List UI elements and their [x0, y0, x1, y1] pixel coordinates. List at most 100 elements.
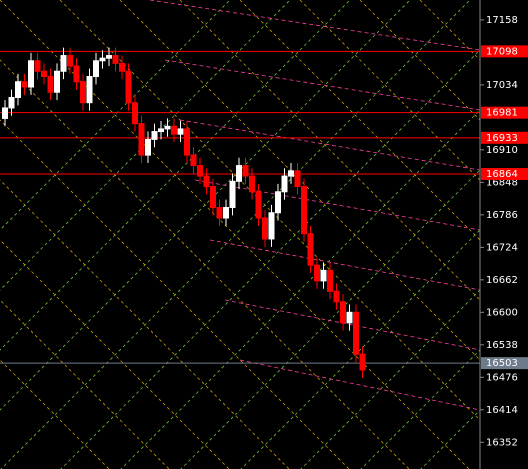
- candle-body: [294, 170, 301, 188]
- level-label-box: [481, 45, 528, 58]
- y-tick-label: 16352: [486, 437, 518, 448]
- level-label: 16933: [486, 133, 518, 144]
- candle-body: [190, 154, 197, 167]
- candle-body: [145, 138, 151, 156]
- y-tick-label: 16600: [486, 307, 518, 318]
- candle-body: [15, 81, 21, 98]
- fan-line: [179, 0, 480, 301]
- candle-body: [307, 233, 314, 266]
- candle-body: [60, 55, 67, 72]
- candle-body: [8, 96, 15, 109]
- candle-body: [288, 170, 294, 177]
- fan-line: [0, 239, 230, 469]
- y-tick-label: 16848: [486, 177, 518, 188]
- candle-body: [158, 128, 164, 133]
- fan-line: [480, 0, 528, 469]
- candle-body: [353, 311, 359, 355]
- candle-body: [327, 269, 333, 292]
- candle-body: [99, 57, 106, 62]
- level-label-box: [481, 106, 528, 119]
- y-tick-label: 16538: [486, 340, 518, 351]
- candle-body: [138, 123, 145, 156]
- current-price-box: [481, 357, 528, 370]
- y-tick-label: 16910: [486, 145, 518, 156]
- candle-body: [171, 125, 177, 135]
- candle-body: [67, 55, 73, 67]
- fan-line: [359, 0, 480, 121]
- candle-body: [47, 76, 54, 93]
- candle-body: [184, 128, 190, 156]
- candle-body: [333, 290, 340, 303]
- candle-body: [223, 207, 229, 219]
- fan-line: [0, 299, 170, 469]
- y-tick-label: 16786: [486, 210, 518, 221]
- y-tick-label: 16476: [486, 372, 518, 383]
- fan-line: [360, 349, 480, 469]
- fan-line: [240, 229, 480, 469]
- candle-body: [177, 128, 184, 135]
- candle-body: [106, 55, 112, 59]
- candle-body: [2, 107, 8, 119]
- level-label-box: [481, 131, 528, 144]
- fan-line: [120, 109, 480, 469]
- candle-body: [86, 76, 93, 104]
- candle-body: [262, 217, 268, 240]
- candle-body: [255, 191, 262, 219]
- candle-body: [93, 60, 99, 78]
- candle-body: [210, 186, 216, 209]
- y-tick-label: 17158: [486, 15, 518, 26]
- candle-body: [41, 70, 47, 78]
- fan-line: [0, 359, 110, 469]
- candle-body: [249, 175, 255, 193]
- channel-line: [194, 179, 480, 231]
- channel-line: [209, 239, 480, 291]
- candle-body: [54, 70, 60, 93]
- candle-body: [80, 81, 86, 104]
- candle-body: [112, 55, 119, 64]
- candle-body: [125, 70, 132, 104]
- level-label: 16981: [486, 108, 518, 119]
- level-label: 16864: [486, 169, 518, 180]
- candle-body: [28, 60, 34, 88]
- candle-body: [275, 191, 281, 214]
- candle-body: [132, 102, 138, 125]
- candle-body: [164, 125, 171, 130]
- candle-body: [197, 165, 203, 177]
- fan-line: [119, 0, 480, 361]
- candle-body: [229, 180, 236, 209]
- candle-body: [242, 165, 249, 177]
- plot: 17158 17034 16910 16848 16786 16724 16662 16600…: [0, 15, 528, 448]
- fan-line: [479, 0, 480, 1]
- level-label: 17098: [486, 46, 518, 57]
- y-tick-label: 16724: [486, 242, 518, 253]
- fan-line: [299, 0, 480, 181]
- fan-line: [300, 289, 480, 469]
- candle-body: [281, 175, 288, 193]
- candle-body: [34, 60, 41, 72]
- candle-body: [340, 301, 346, 324]
- channel-line: [149, 0, 480, 51]
- channel-line: [179, 119, 480, 171]
- candle-body: [301, 186, 307, 235]
- channel-line: [164, 59, 480, 111]
- candle-body: [359, 353, 366, 371]
- candle-body: [151, 131, 158, 140]
- fan-line: [0, 119, 350, 469]
- candle-body: [346, 311, 353, 324]
- candle-body: [216, 207, 223, 219]
- fan-line: [0, 0, 231, 231]
- candle-body: [314, 264, 320, 282]
- channel-line: [239, 359, 480, 411]
- current-price-label: 16503: [486, 358, 518, 369]
- y-tick-label: 16414: [486, 405, 518, 416]
- candle-body: [320, 269, 327, 282]
- level-label-box: [481, 167, 528, 180]
- candle-body: [73, 65, 80, 83]
- fan-line: [239, 0, 480, 241]
- y-tick-label: 16662: [486, 275, 518, 286]
- fan-line: [0, 179, 290, 469]
- channel-line: [224, 299, 480, 351]
- candle-body: [203, 175, 210, 188]
